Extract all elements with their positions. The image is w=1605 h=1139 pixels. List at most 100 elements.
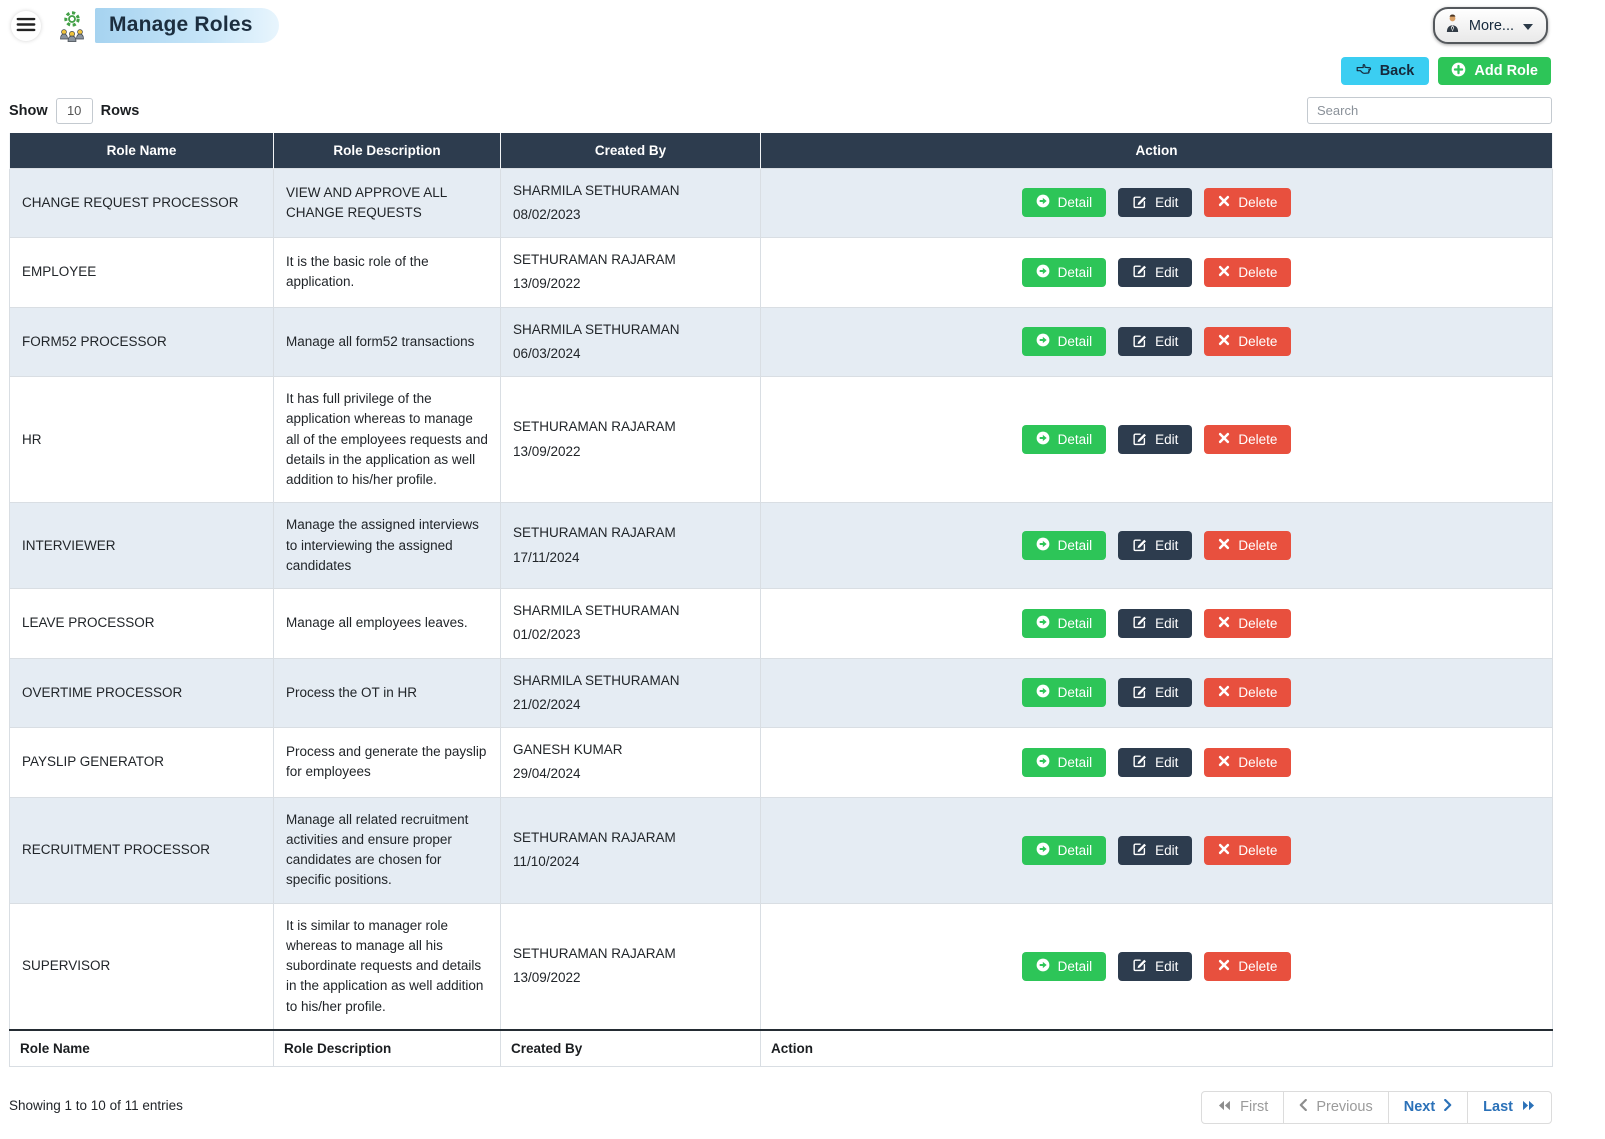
detail-button[interactable]: Detail (1021, 678, 1107, 708)
detail-button-label: Detail (1057, 754, 1093, 770)
delete-button[interactable]: Delete (1204, 327, 1292, 357)
edit-button[interactable]: Edit (1118, 188, 1193, 218)
edit-button[interactable]: Edit (1118, 257, 1193, 287)
bottom-bar: Showing 1 to 10 of 11 entries First Prev… (9, 1090, 1552, 1124)
delete-button[interactable]: Delete (1204, 835, 1292, 865)
edit-pencil-icon (1132, 537, 1147, 555)
role-name-cell: CHANGE REQUEST PROCESSOR (9, 167, 274, 238)
delete-button[interactable]: Delete (1204, 678, 1292, 708)
pagination-first-label: First (1240, 1099, 1269, 1116)
delete-x-icon (1218, 538, 1230, 553)
created-by-cell: SHARMILA SETHURAMAN 06/03/2024 (500, 306, 761, 377)
action-cell: Detail Edit Delete (760, 657, 1553, 728)
role-name-cell: LEAVE PROCESSOR (9, 588, 274, 659)
role-name-cell: EMPLOYEE (9, 237, 274, 308)
edit-button-label: Edit (1155, 195, 1179, 211)
delete-button[interactable]: Delete (1204, 531, 1292, 561)
edit-button-label: Edit (1155, 685, 1179, 701)
created-by-date: 08/02/2023 (513, 206, 581, 222)
showing-entries-text: Showing 1 to 10 of 11 entries (9, 1097, 183, 1113)
hamburger-menu-button[interactable] (11, 10, 41, 41)
delete-button-label: Delete (1238, 538, 1278, 554)
detail-button-label: Detail (1057, 958, 1093, 974)
edit-pencil-icon (1132, 333, 1147, 351)
roles-table: Role Name Role Description Created By Ac… (9, 133, 1553, 1067)
detail-button-label: Detail (1057, 195, 1093, 211)
back-hand-icon (1356, 62, 1372, 80)
role-description-cell: Manage all employees leaves. (273, 588, 501, 659)
created-by-name: SETHURAMAN RAJARAM (513, 945, 676, 961)
delete-x-icon (1218, 959, 1230, 974)
edit-button[interactable]: Edit (1118, 835, 1193, 865)
detail-button[interactable]: Detail (1021, 257, 1107, 287)
column-header-role-description: Role Description (273, 133, 501, 168)
arrow-circle-right-icon (1036, 537, 1050, 554)
pagination-next-button[interactable]: Next (1387, 1090, 1469, 1124)
edit-button[interactable]: Edit (1118, 327, 1193, 357)
delete-x-icon (1218, 334, 1230, 349)
edit-button[interactable]: Edit (1118, 608, 1193, 638)
detail-button-label: Detail (1057, 432, 1093, 448)
detail-button[interactable]: Detail (1021, 531, 1107, 561)
role-description-cell: It is the basic role of the application. (273, 237, 501, 308)
role-description-cell: It is similar to manager role whereas to… (273, 902, 501, 1031)
detail-button[interactable]: Detail (1021, 835, 1107, 865)
table-row: CHANGE REQUEST PROCESSOR VIEW AND APPROV… (9, 167, 1553, 238)
delete-button[interactable]: Delete (1204, 747, 1292, 777)
toolbar: Back Add Role (9, 57, 1552, 85)
delete-button[interactable]: Delete (1204, 188, 1292, 218)
edit-button[interactable]: Edit (1118, 678, 1193, 708)
action-button-group: Detail Edit Delete (1021, 531, 1292, 561)
edit-button[interactable]: Edit (1118, 951, 1193, 981)
action-cell: Detail Edit Delete (760, 502, 1553, 589)
role-name-cell: PAYSLIP GENERATOR (9, 727, 274, 798)
pagination-next-label: Next (1403, 1099, 1436, 1116)
back-button[interactable]: Back (1340, 57, 1430, 85)
rows-per-page-input[interactable] (55, 97, 93, 124)
detail-button[interactable]: Detail (1021, 327, 1107, 357)
detail-button[interactable]: Detail (1021, 608, 1107, 638)
arrow-circle-right-icon (1036, 842, 1050, 859)
action-button-group: Detail Edit Delete (1021, 608, 1292, 638)
table-row: SUPERVISOR It is similar to manager role… (9, 902, 1553, 1031)
role-name-cell: RECRUITMENT PROCESSOR (9, 796, 274, 904)
edit-button[interactable]: Edit (1118, 747, 1193, 777)
created-by-name: GANESH KUMAR (513, 742, 623, 757)
table-controls: Show Rows (9, 97, 1552, 124)
role-name-cell: SUPERVISOR (9, 902, 274, 1031)
detail-button[interactable]: Detail (1021, 188, 1107, 218)
page-title: Manage Roles (95, 8, 279, 43)
edit-button[interactable]: Edit (1118, 425, 1193, 455)
delete-button-label: Delete (1238, 842, 1278, 858)
delete-button[interactable]: Delete (1204, 257, 1292, 287)
created-by-name: SHARMILA SETHURAMAN (513, 603, 680, 618)
edit-button-label: Edit (1155, 842, 1179, 858)
detail-button[interactable]: Detail (1021, 951, 1107, 981)
arrow-circle-right-icon (1036, 684, 1050, 701)
pagination-first-button[interactable]: First (1201, 1090, 1285, 1124)
delete-button-label: Delete (1238, 615, 1278, 631)
search-input[interactable] (1307, 97, 1552, 124)
next-page-icon (1444, 1099, 1452, 1115)
action-cell: Detail Edit Delete (760, 375, 1553, 504)
detail-button[interactable]: Detail (1021, 747, 1107, 777)
action-button-group: Detail Edit Delete (1021, 835, 1292, 865)
role-description-cell: Manage the assigned interviews to interv… (273, 502, 501, 589)
action-button-group: Detail Edit Delete (1021, 188, 1292, 218)
table-row: LEAVE PROCESSOR Manage all employees lea… (9, 588, 1553, 659)
detail-button-label: Detail (1057, 538, 1093, 554)
detail-button[interactable]: Detail (1021, 425, 1107, 455)
arrow-circle-right-icon (1036, 264, 1050, 281)
add-role-button-label: Add Role (1474, 63, 1538, 79)
delete-button[interactable]: Delete (1204, 608, 1292, 638)
edit-button[interactable]: Edit (1118, 531, 1193, 561)
more-button[interactable]: More... (1432, 7, 1548, 44)
pagination-last-button[interactable]: Last (1467, 1090, 1552, 1124)
created-by-date: 17/11/2024 (513, 549, 580, 565)
created-by-cell: SHARMILA SETHURAMAN 08/02/2023 (500, 167, 761, 238)
pagination-previous-button[interactable]: Previous (1283, 1090, 1389, 1124)
delete-button[interactable]: Delete (1204, 951, 1292, 981)
action-button-group: Detail Edit Delete (1021, 425, 1292, 455)
add-role-button[interactable]: Add Role (1438, 57, 1551, 85)
delete-button[interactable]: Delete (1204, 425, 1292, 455)
